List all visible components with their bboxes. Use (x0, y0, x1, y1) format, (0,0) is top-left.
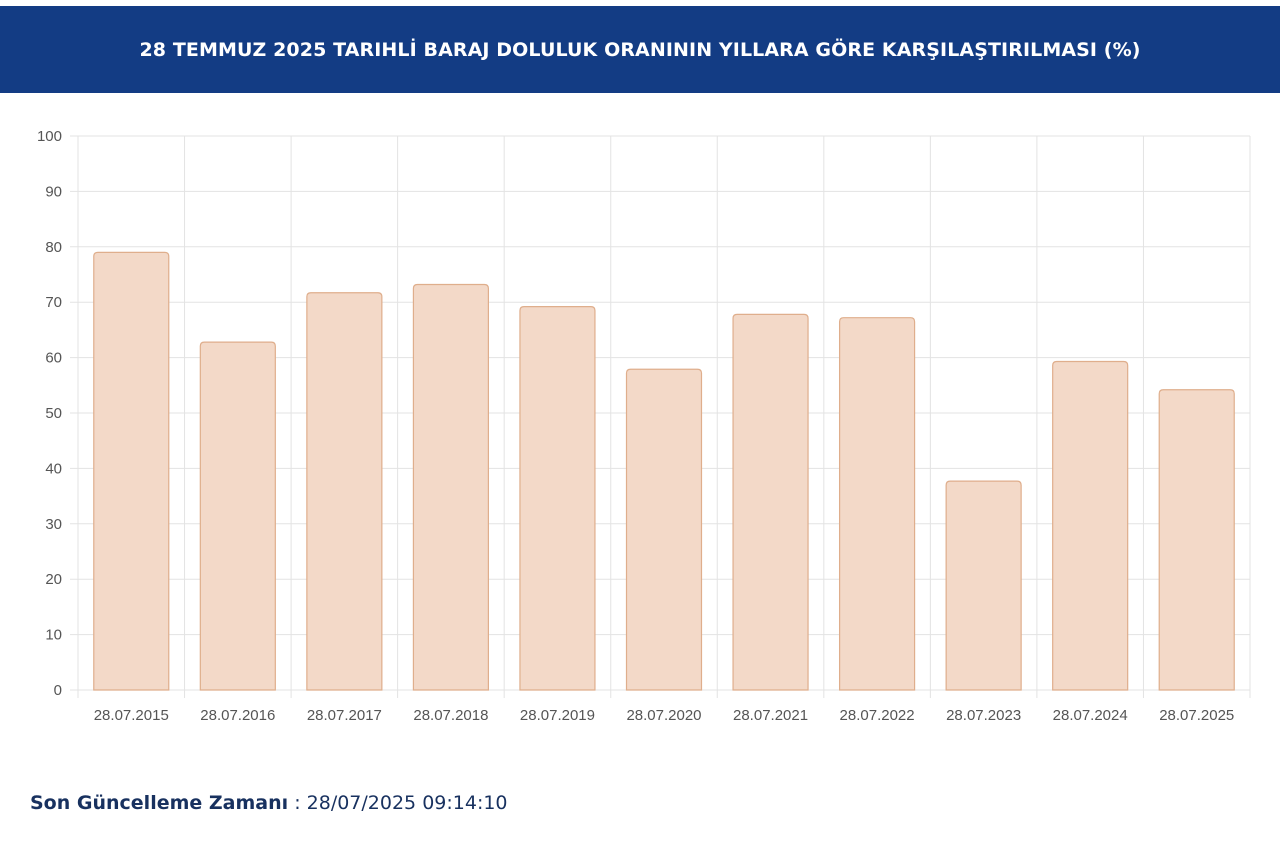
y-tick-label: 100 (37, 128, 62, 145)
bar (306, 292, 383, 691)
x-tick-label: 28.07.2023 (946, 707, 1021, 724)
x-tick-label: 28.07.2022 (840, 707, 915, 724)
y-tick-label: 40 (45, 460, 62, 477)
chart-title: 28 TEMMUZ 2025 TARIHLİ BARAJ DOLULUK ORA… (139, 38, 1141, 61)
bar (199, 341, 276, 691)
bar (519, 306, 596, 691)
x-tick-label: 28.07.2025 (1159, 707, 1234, 724)
y-tick-label: 80 (45, 239, 62, 256)
y-tick-label: 20 (45, 571, 62, 588)
chart-header: 28 TEMMUZ 2025 TARIHLİ BARAJ DOLULUK ORA… (0, 6, 1280, 93)
x-tick-label: 28.07.2017 (307, 707, 382, 724)
last-update-label: Son Güncelleme Zamanı (30, 792, 289, 814)
bar (625, 368, 703, 691)
y-tick-label: 30 (45, 516, 62, 533)
last-update: Son Güncelleme Zamanı : 28/07/2025 09:14… (30, 792, 508, 814)
bar (732, 313, 809, 691)
x-tick-label: 28.07.2020 (626, 707, 701, 724)
last-update-separator: : (288, 792, 307, 814)
bar (1052, 360, 1129, 691)
bar (945, 480, 1022, 691)
x-tick-label: 28.07.2021 (733, 707, 808, 724)
last-update-value: 28/07/2025 09:14:10 (306, 792, 508, 814)
y-tick-label: 50 (45, 405, 62, 422)
x-tick-label: 28.07.2016 (200, 707, 275, 724)
y-tick-label: 60 (45, 350, 62, 367)
x-tick-label: 28.07.2019 (520, 707, 595, 724)
bar (838, 317, 916, 691)
y-tick-label: 0 (54, 682, 62, 699)
x-tick-label: 28.07.2015 (94, 707, 169, 724)
top-strip (0, 0, 1280, 6)
bar (1158, 389, 1235, 691)
bar (412, 283, 490, 691)
x-tick-label: 28.07.2018 (413, 707, 488, 724)
y-tick-label: 90 (45, 183, 62, 200)
bar-chart: 0 10 20 30 40 50 60 70 80 90 100 28.07.2015 28.07.20… (37, 128, 1251, 724)
y-tick-label: 70 (45, 294, 62, 311)
y-tick-label: 10 (45, 627, 62, 644)
bar (93, 251, 170, 691)
x-tick-label: 28.07.2024 (1053, 707, 1128, 724)
